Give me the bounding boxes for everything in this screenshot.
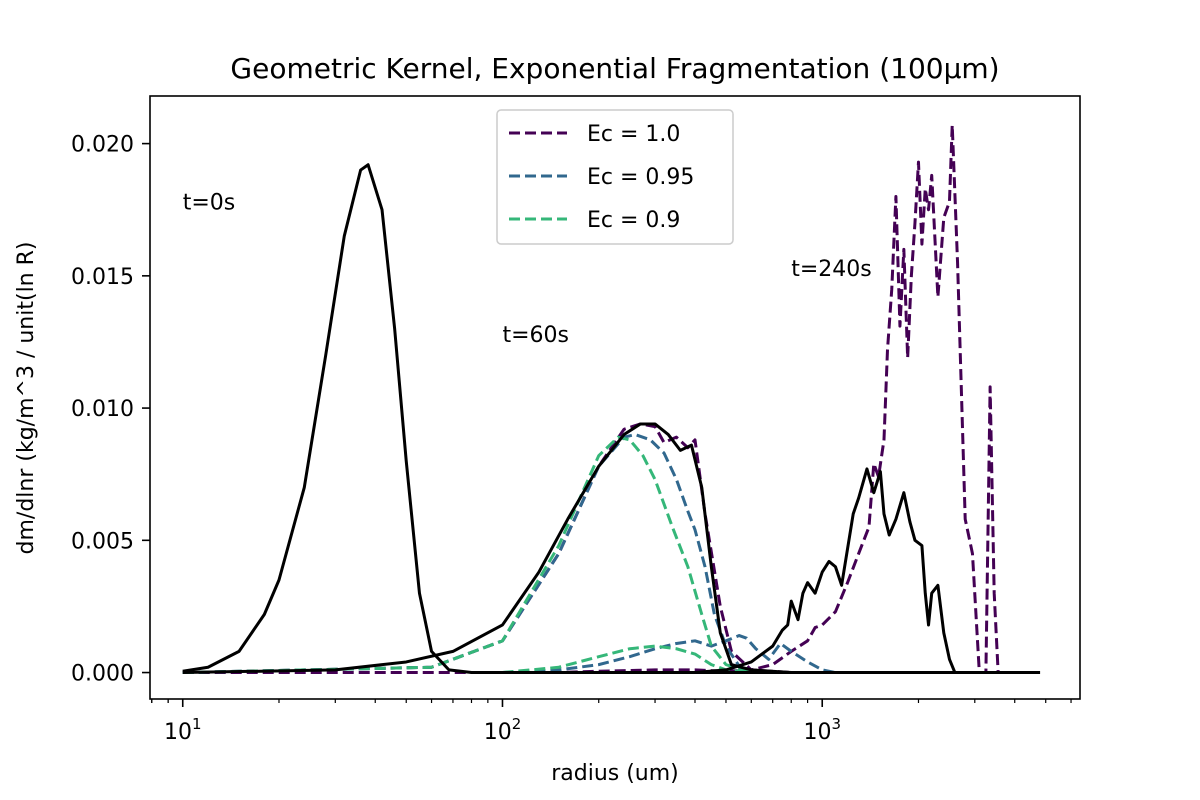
x-axis-label: radius (um) [551, 761, 679, 786]
x-tick-label: 102 [484, 715, 522, 745]
plot-area [182, 123, 1041, 675]
x-tick-label: 103 [803, 715, 841, 745]
annotations-layer: t=0s t=60s t=240s [183, 191, 872, 348]
series-line-0 [182, 123, 1041, 675]
legend-label: Ec = 0.95 [587, 165, 694, 190]
x-tick-label: 101 [164, 715, 202, 745]
series-line-5 [502, 644, 752, 675]
chart-title: Geometric Kernel, Exponential Fragmentat… [230, 52, 999, 85]
y-tick-label: 0.005 [71, 529, 134, 554]
annotation: t=60s [502, 323, 569, 348]
legend-label: Ec = 1.0 [587, 122, 680, 147]
legend-box [496, 109, 734, 245]
legend: Ec = 1.0 Ec = 0.95 Ec = 0.9 [496, 109, 734, 245]
y-axis-label: dm/dlnr (kg/m^3 / unit(ln R) [14, 242, 39, 555]
series-line-7 [182, 422, 792, 675]
y-tick-label: 0.015 [71, 265, 134, 290]
annotation: t=0s [183, 191, 236, 216]
y-tick-label: 0.020 [71, 133, 134, 158]
y-tick-label: 0.000 [71, 662, 134, 687]
plot-frame [149, 95, 1081, 700]
legend-label: Ec = 0.9 [587, 208, 680, 233]
series-layer [182, 123, 1041, 675]
series-line-4 [182, 435, 752, 675]
y-tick-label: 0.010 [71, 397, 134, 422]
series-line-8 [694, 467, 1041, 675]
annotation: t=240s [791, 257, 872, 282]
axes-layer: 101 102 103 0.000 0.005 0.010 0.015 0.020 [71, 95, 1081, 745]
